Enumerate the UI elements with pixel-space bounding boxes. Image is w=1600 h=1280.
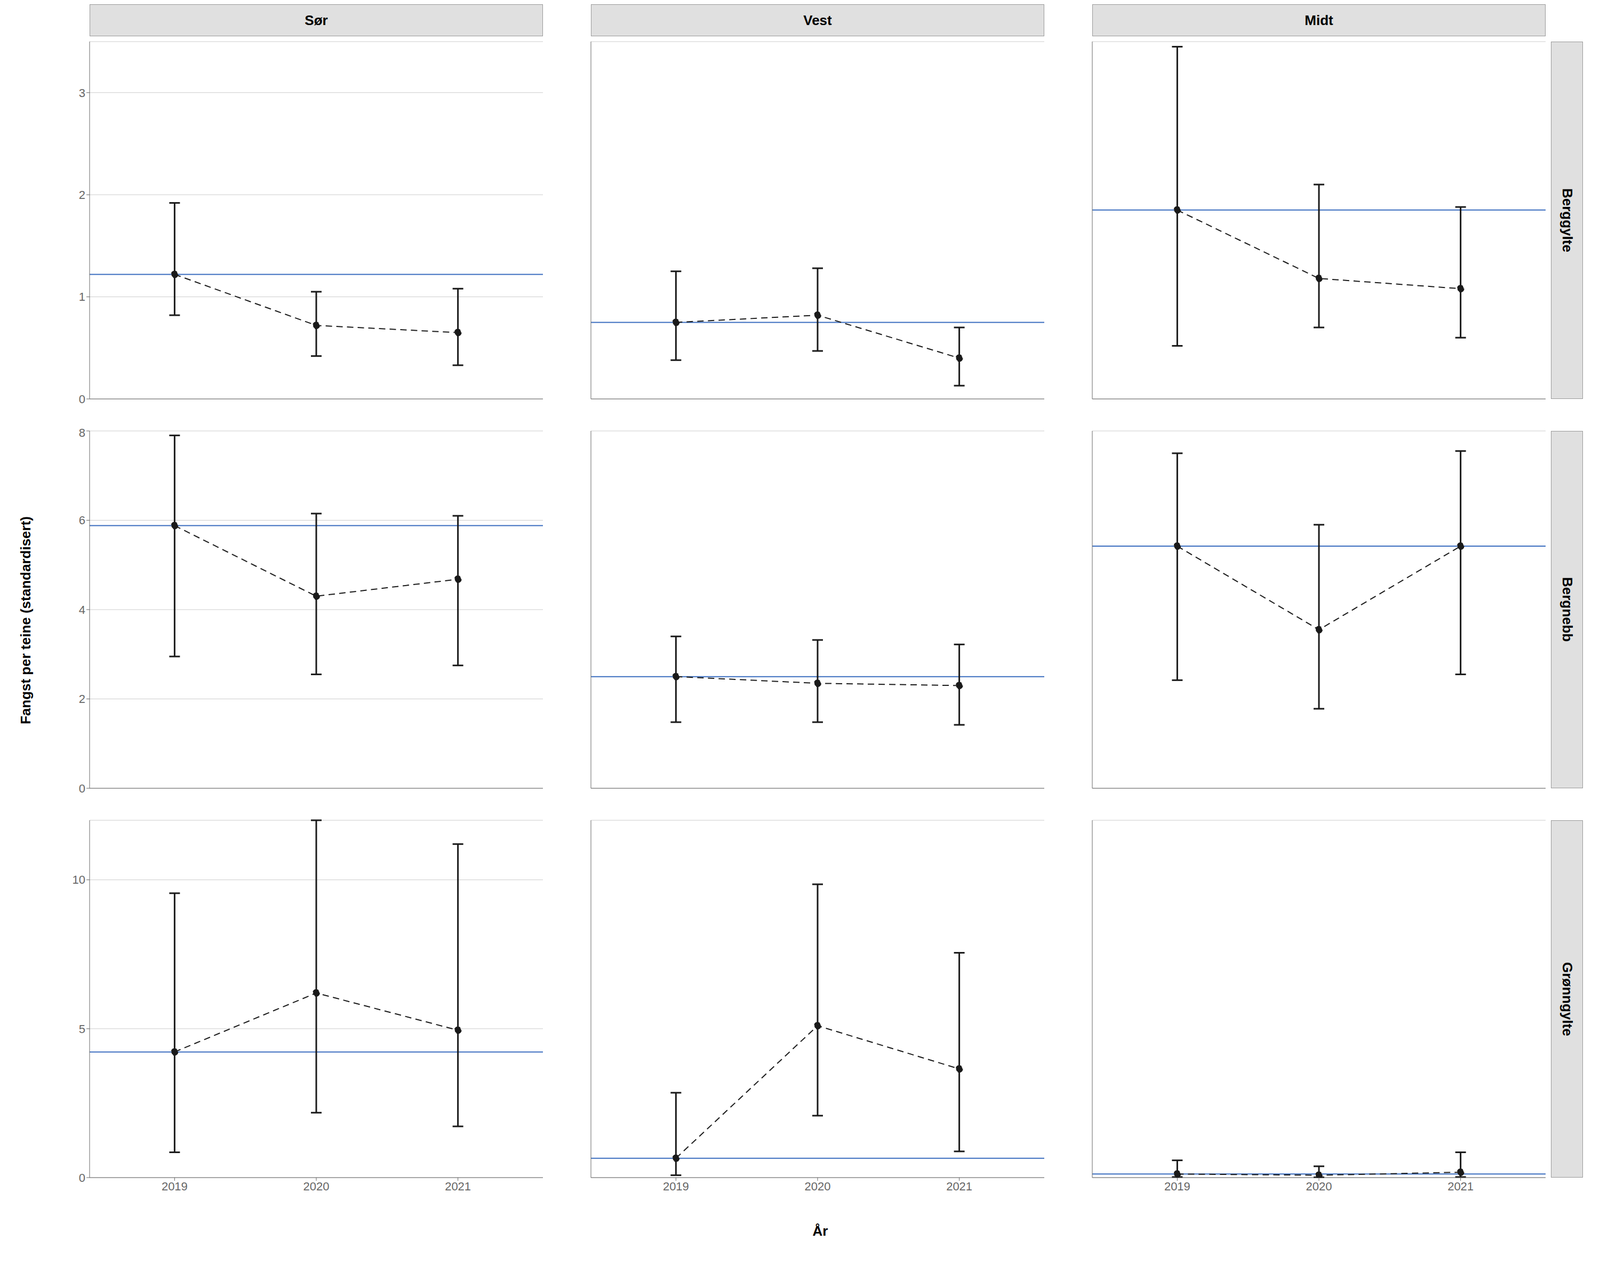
- svg-text:2020: 2020: [1306, 1179, 1333, 1194]
- html-text:Berggylte: Berggylte: [1559, 188, 1576, 253]
- html-text:Sør: Sør: [304, 12, 328, 28]
- html-text:Bergnebb: Bergnebb: [1559, 577, 1576, 642]
- html-text:Midt: Midt: [1304, 12, 1334, 28]
- svg-text:2020: 2020: [804, 1179, 831, 1194]
- svg-text:0: 0: [78, 781, 86, 796]
- svg-text:1: 1: [78, 290, 86, 304]
- html-text:Grønngylte: Grønngylte: [1559, 961, 1576, 1036]
- svg-text:0: 0: [78, 1171, 86, 1185]
- html-text:Fangst per teine (standardiser: Fangst per teine (standardisert): [17, 516, 34, 725]
- svg-text:2021: 2021: [444, 1179, 471, 1194]
- svg-text:6: 6: [78, 513, 86, 527]
- svg-text:3: 3: [78, 86, 86, 100]
- svg-text:4: 4: [78, 603, 86, 617]
- svg-text:8: 8: [78, 426, 86, 440]
- svg-text:2: 2: [78, 692, 86, 706]
- svg-text:5: 5: [78, 1022, 86, 1036]
- svg-text:10: 10: [72, 873, 86, 887]
- svg-text:2019: 2019: [1164, 1179, 1191, 1194]
- html-text:Vest: Vest: [803, 12, 832, 28]
- svg-text:2021: 2021: [946, 1179, 973, 1194]
- svg-text:2020: 2020: [303, 1179, 330, 1194]
- svg-text:2: 2: [78, 188, 86, 202]
- svg-text:2019: 2019: [161, 1179, 188, 1194]
- html-text:År: År: [812, 1222, 828, 1239]
- svg-text:2019: 2019: [662, 1179, 690, 1194]
- svg-text:0: 0: [78, 392, 86, 406]
- svg-text:2021: 2021: [1447, 1179, 1474, 1194]
